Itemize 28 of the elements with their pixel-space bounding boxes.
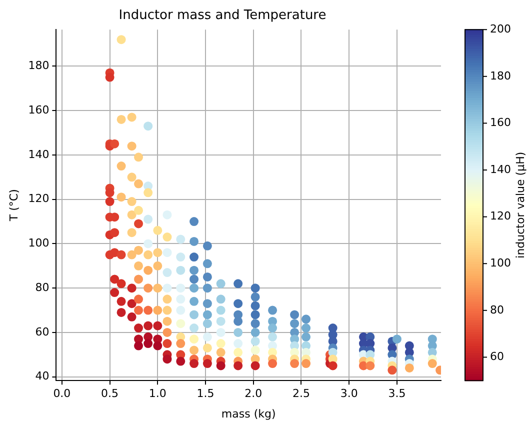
y-tick-label: 120: [28, 192, 50, 206]
color-bar-label: 100: [490, 256, 511, 270]
color-bar-label: 120: [490, 210, 511, 223]
y-tick-label: 180: [28, 59, 50, 72]
y-tick-label: 80: [35, 280, 50, 294]
x-tick-label: 3.0: [340, 387, 358, 400]
x-axis-title: mass (kg): [221, 407, 276, 420]
color-bar-label: 140: [490, 162, 511, 176]
y-tick-label: 60: [35, 325, 50, 338]
x-tick-label: 2.5: [292, 387, 310, 400]
x-tick-label: 0.0: [53, 387, 71, 400]
color-bar-label: 200: [490, 22, 511, 36]
y-tick-label: 140: [28, 148, 50, 161]
y-tick-label: 100: [28, 236, 50, 250]
y-tick-label: 40: [35, 370, 50, 383]
x-tick-label: 1.5: [196, 387, 214, 400]
color-bar-label: 80: [490, 303, 504, 316]
color-bar-label: 160: [490, 116, 511, 130]
x-tick-label: 3.5: [388, 387, 406, 400]
color-bar-label: 180: [490, 69, 511, 82]
y-axis-title: T (°C): [7, 189, 20, 222]
color-bar-label: 60: [490, 350, 504, 364]
x-tick-label: 0.5: [101, 387, 119, 400]
color-bar-title: inductor value (μH): [514, 152, 527, 258]
x-tick-label: 2.0: [244, 387, 262, 400]
y-tick-label: 160: [28, 103, 50, 116]
chart-title: Inductor mass and Temperature: [118, 8, 326, 24]
x-tick-label: 1.0: [148, 387, 166, 400]
